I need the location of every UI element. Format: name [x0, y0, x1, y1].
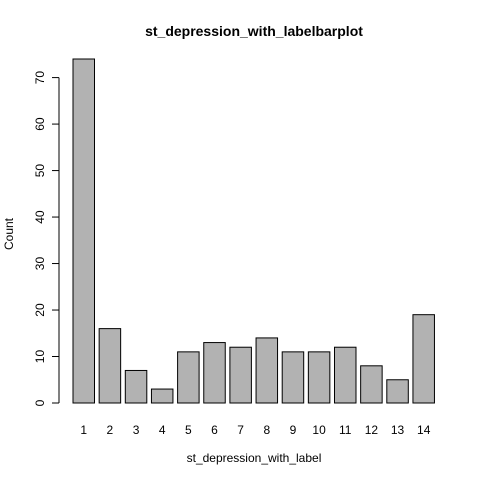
y-tick-label-10: 10	[33, 350, 47, 364]
bar-6	[203, 342, 226, 404]
x-tick-label-11: 11	[339, 423, 352, 437]
y-axis-label: Count	[2, 217, 16, 250]
x-tick-label-13: 13	[391, 423, 405, 437]
bar-5	[177, 351, 200, 404]
x-tick-label-10: 10	[312, 423, 326, 437]
x-tick-label-6: 6	[211, 423, 218, 437]
bar-4	[150, 388, 174, 404]
bar-7	[229, 346, 252, 404]
y-tick-label-50: 50	[33, 164, 47, 178]
bar-11	[334, 346, 357, 404]
y-tick-label-70: 70	[33, 71, 47, 85]
x-tick-label-5: 5	[185, 423, 192, 437]
bar-9	[281, 351, 305, 404]
bar-10	[307, 351, 331, 404]
x-tick-label-8: 8	[263, 423, 270, 437]
bar-13	[386, 379, 409, 404]
x-tick-label-14: 14	[417, 423, 431, 437]
x-tick-label-4: 4	[159, 423, 166, 437]
bars-group	[72, 58, 435, 404]
bar-2	[98, 328, 122, 404]
bar-12	[360, 365, 383, 404]
bar-1	[72, 58, 95, 404]
x-tick-label-12: 12	[365, 423, 379, 437]
y-tick-label-20: 20	[33, 303, 47, 317]
x-tick-label-2: 2	[107, 423, 114, 437]
x-tick-label-1: 1	[80, 423, 87, 437]
x-tick-label-7: 7	[237, 423, 244, 437]
bar-8	[255, 337, 279, 404]
y-tick-label-60: 60	[33, 117, 47, 131]
bar-14	[412, 314, 435, 404]
x-axis-label: st_depression_with_label	[187, 451, 322, 465]
y-tick-label-0: 0	[33, 399, 47, 406]
chart-title: st_depression_with_labelbarplot	[145, 23, 363, 39]
bar-3	[124, 369, 148, 404]
y-tick-label-40: 40	[33, 210, 47, 224]
x-tick-label-3: 3	[133, 423, 140, 437]
x-axis-tick-labels: 1 2 3 4 5 6 7 8 9 10 11 12 13 14	[80, 423, 430, 437]
y-tick-label-30: 30	[33, 257, 47, 271]
y-axis: 0 10 20 30 40 50 60 70	[33, 71, 60, 406]
x-tick-label-9: 9	[290, 423, 297, 437]
